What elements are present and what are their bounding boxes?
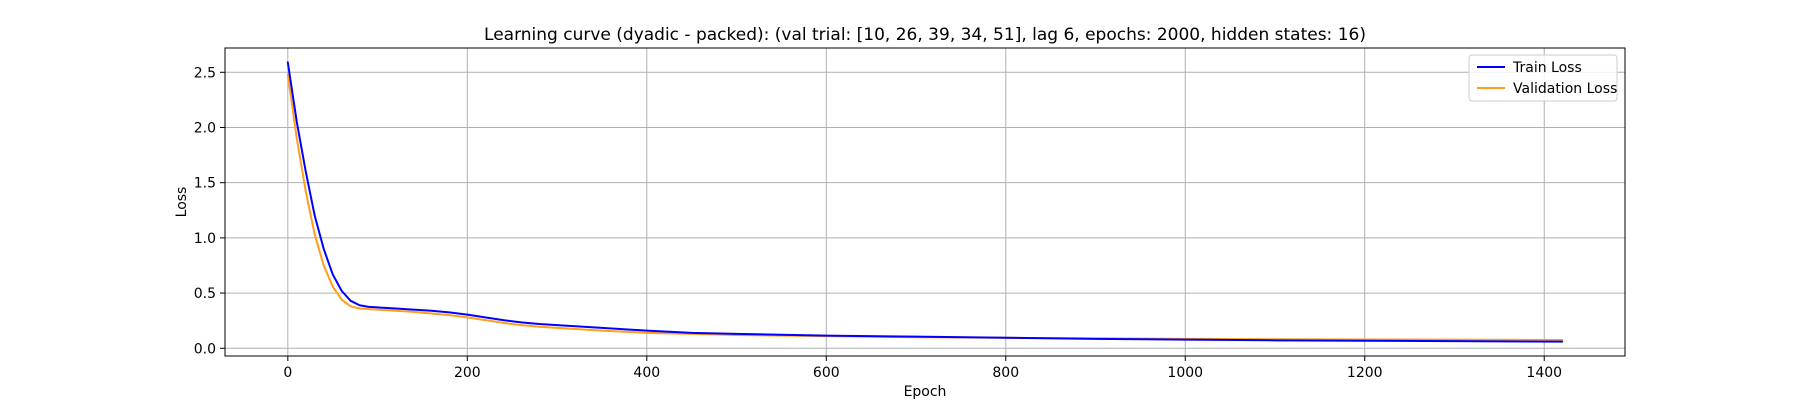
series-lines [286, 61, 1564, 343]
grid [225, 48, 1625, 356]
x-tick-label: 1400 [1526, 365, 1562, 381]
legend-label: Train Loss [1512, 60, 1582, 76]
chart-title: Learning curve (dyadic - packed): (val t… [484, 25, 1366, 45]
y-tick-label: 2.5 [194, 65, 216, 81]
y-tick-label: 1.0 [194, 231, 216, 247]
legend-box [1468, 54, 1618, 102]
x-tick-label: 800 [992, 365, 1019, 381]
y-tick-label: 1.5 [194, 176, 216, 192]
x-tick-label: 0 [283, 365, 292, 381]
series-line-validation-loss [286, 73, 1564, 341]
series-line-train-loss [286, 61, 1564, 343]
x-axis-title: Epoch [904, 384, 947, 400]
x-tick-label: 1000 [1167, 365, 1203, 381]
axis-ticks: 0 200 400 600 800 1000 1200 1400 0.0 0.5 1.0 1.5 2.0… [194, 65, 1562, 381]
x-tick-label: 200 [454, 365, 481, 381]
x-tick-label: 1200 [1347, 365, 1383, 381]
y-axis-title: Loss [174, 187, 190, 218]
y-tick-label: 0.0 [194, 341, 216, 357]
x-tick-label: 600 [813, 365, 840, 381]
plot-frame [224, 47, 1626, 357]
y-tick-label: 2.0 [194, 120, 216, 136]
legend-label: Validation Loss [1513, 81, 1617, 97]
legend: Train Loss Validation Loss [1468, 54, 1618, 102]
y-tick-label: 0.5 [194, 286, 216, 302]
x-tick-label: 400 [633, 365, 660, 381]
